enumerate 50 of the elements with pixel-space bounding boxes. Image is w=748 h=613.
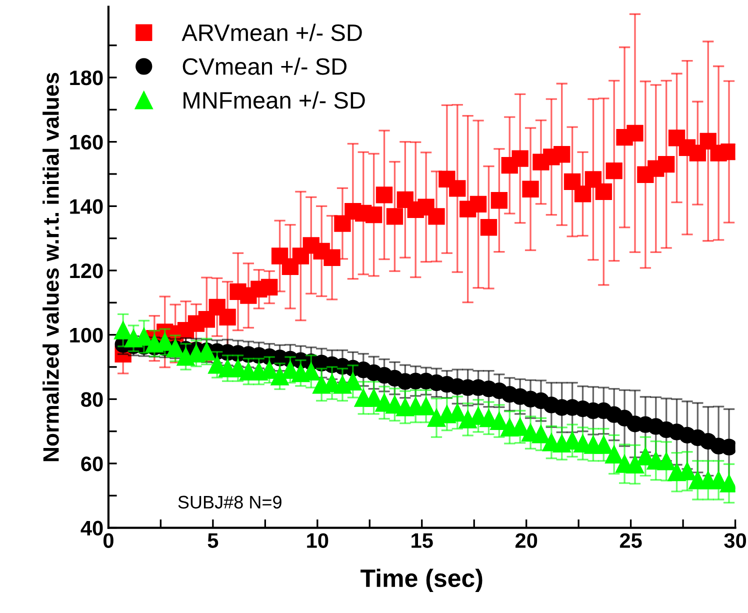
point — [376, 186, 393, 204]
point — [365, 206, 382, 224]
legend-label: MNFmean +/- SD — [184, 91, 365, 109]
y-axis-title: Normalized values w.r.t. initial values — [42, 72, 59, 462]
annotation: SUBJ#8 N=9 — [178, 496, 282, 509]
x-tick-label: 30 — [724, 533, 746, 548]
y-tick-label: 80 — [81, 392, 103, 407]
point — [658, 156, 675, 173]
x-tick-label: 0 — [103, 533, 114, 548]
legend-label: ARVmean +/- SD — [182, 24, 362, 42]
point — [490, 192, 508, 209]
point — [334, 215, 351, 232]
point — [480, 219, 498, 236]
point — [606, 162, 622, 180]
point — [595, 183, 612, 200]
point — [605, 445, 624, 464]
point — [386, 208, 404, 225]
x-tick-label: 20 — [515, 533, 538, 548]
point — [594, 436, 613, 454]
y-tick-label: 100 — [70, 328, 103, 343]
x-tick-label: 25 — [620, 533, 642, 548]
x-tick-label: 15 — [412, 533, 433, 548]
point — [522, 180, 539, 198]
point — [554, 146, 570, 163]
point — [449, 180, 466, 197]
legend-label: CVmean +/- SD — [182, 58, 347, 75]
point — [270, 367, 289, 386]
point — [417, 397, 436, 416]
point — [657, 452, 676, 470]
y-tick-label: 140 — [70, 199, 103, 214]
point — [114, 321, 132, 340]
point — [219, 308, 236, 326]
point — [584, 171, 602, 188]
point — [574, 186, 592, 202]
y-tick-label: 120 — [70, 263, 103, 278]
y-tick-label: 40 — [80, 520, 103, 536]
point — [532, 425, 550, 444]
point — [512, 150, 528, 167]
x-tick-label: 10 — [307, 533, 328, 548]
point — [261, 278, 278, 296]
point — [470, 196, 487, 213]
y-tick-label: 160 — [70, 134, 103, 150]
point — [626, 455, 644, 474]
y-tick-label: 180 — [70, 70, 103, 86]
point — [324, 249, 340, 266]
x-tick-label: 5 — [208, 533, 218, 548]
point — [428, 208, 445, 225]
y-tick-label: 60 — [81, 456, 103, 472]
point — [626, 124, 644, 142]
x-axis-title: Time (sec) — [360, 568, 482, 592]
